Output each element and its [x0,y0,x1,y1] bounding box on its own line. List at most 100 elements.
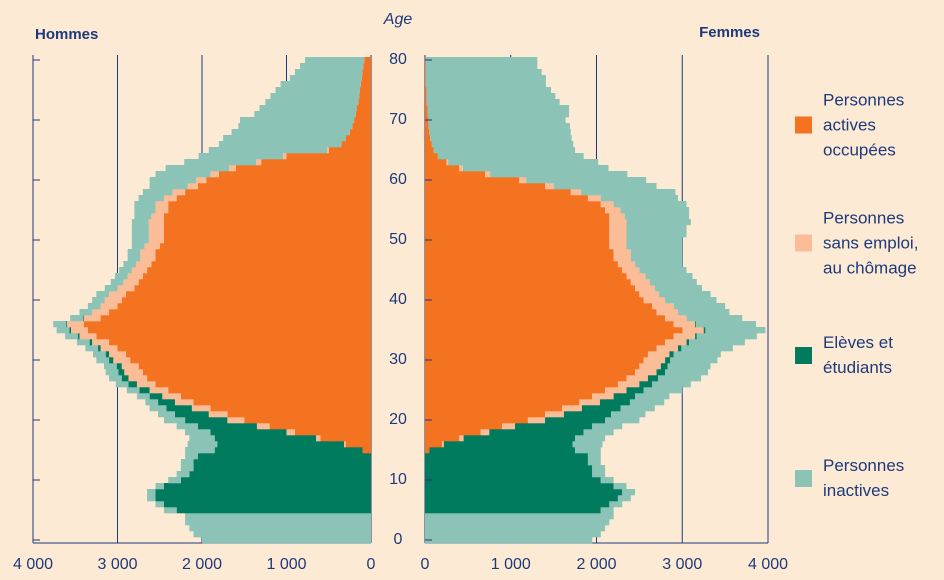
y-tick-label: 20 [389,411,407,428]
bar-segment [425,201,601,208]
bar-segment [545,411,564,418]
bar-segment [425,513,614,520]
bar-segment [363,63,371,70]
y-tick-label: 50 [389,231,407,248]
bar-segment [145,399,159,406]
bar-segment [193,465,371,472]
bar-segment [581,189,676,196]
bar-segment [425,237,610,244]
bar-segment [155,483,164,490]
bar-segment [425,537,593,544]
bar-segment [163,231,371,238]
bar-segment [185,189,371,196]
bar-segment [327,147,329,154]
bar-segment [275,87,361,94]
bar-segment [109,339,372,346]
bar-segment [360,87,371,94]
bar-segment [425,375,627,382]
bar-segment [622,489,636,496]
bar-segment [553,183,657,190]
bar-segment [131,219,149,226]
bar-segment [587,195,601,202]
bar-segment [126,387,140,394]
bar-segment [665,339,687,346]
bar-segment [218,141,342,148]
bar-segment [703,327,706,334]
legend-swatch [795,234,812,252]
bar-segment [425,105,428,112]
legend-swatch [795,346,812,364]
bar-segment [682,327,704,334]
bar-segment [425,381,618,388]
bar-segment [425,243,610,250]
bar-segment [617,381,640,388]
legend-item: Personnes inactives [795,453,904,503]
bar-segment [147,489,156,496]
bar-segment [425,171,486,178]
bar-segment [189,525,371,532]
bar-segment [100,303,118,310]
bar-segment [645,273,693,280]
bar-segment [425,291,640,298]
bar-segment [425,531,601,538]
bar-segment [362,69,371,76]
bar-segment [117,285,135,292]
bar-segment [425,387,606,394]
bar-segment [83,315,101,322]
bar-segment [354,117,371,124]
bar-segment [459,435,464,442]
bar-segment [140,255,156,262]
bar-segment [562,405,582,412]
y-axis-label: Age [383,11,413,28]
bar-segment [134,201,156,208]
bar-segment [425,213,610,220]
bar-segment [227,417,245,424]
bar-segment [425,507,601,514]
bar-segment [425,63,426,70]
bar-segment [119,267,132,274]
bar-segment [358,99,371,106]
bar-segment [656,345,678,352]
bar-segment [617,495,631,502]
bar-segment [134,285,371,292]
bar-segment [635,369,657,376]
bar-segment [172,189,186,196]
bar-segment [635,285,655,292]
bar-segment [168,201,371,208]
bar-segment [502,423,516,430]
bar-segment [480,429,490,436]
bar-segment [128,381,137,388]
bar-segment [626,219,691,226]
bar-segment [189,435,215,442]
bar-segment [147,495,156,502]
bar-segment [187,183,198,190]
bar-segment [208,147,328,154]
bar-segment [355,111,371,118]
bar-segment [66,321,84,328]
bar-segment [163,195,177,202]
bar-segment [620,207,690,214]
bar-segment [572,441,603,448]
bar-segment [425,495,618,502]
bar-segment [425,423,503,430]
bar-segment [609,231,627,238]
bar-segment [592,423,623,430]
bar-segment [629,399,665,406]
bar-segment [235,165,371,172]
bar-segment [425,69,542,76]
bar-segment [116,363,122,370]
bar-segment [425,339,666,346]
bar-segment [660,363,668,370]
y-tick-label: 10 [389,471,407,488]
legend-swatch [795,469,812,487]
x-tick-label: 4 000 [13,556,53,573]
bar-segment [425,297,644,304]
bar-segment [180,465,194,472]
bar-segment [127,249,141,256]
bar-segment [425,69,426,76]
bar-segment [197,183,371,190]
bar-segment [515,423,593,430]
bar-segment [425,501,610,508]
bar-segment [92,297,105,304]
